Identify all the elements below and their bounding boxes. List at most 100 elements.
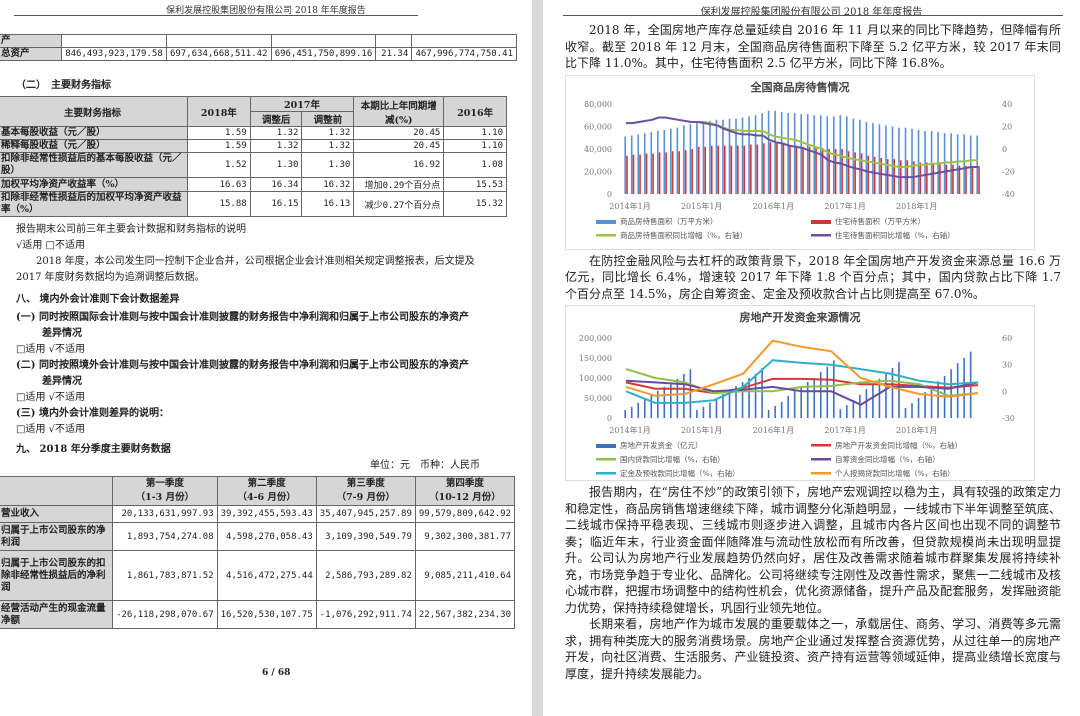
paragraph: 报告期内，在“房住不炒”的政策引领下，房地产宏观调控以稳为主，具有较强的政策定力… xyxy=(565,485,1061,615)
bar xyxy=(939,163,941,194)
bar xyxy=(891,368,894,418)
bar xyxy=(683,124,685,194)
row-label: 稀释每股收益（元／股） xyxy=(0,139,188,153)
legend-label: 个人按揭贷款同比增幅（%，右轴） xyxy=(835,468,955,478)
bar xyxy=(741,382,744,418)
x-tick-label: 2016年1月 xyxy=(753,201,794,211)
bar xyxy=(950,132,952,194)
bar xyxy=(782,144,785,194)
row-label: 经营活动产生的现金流量净额 xyxy=(0,600,114,629)
bar xyxy=(924,130,926,194)
bar xyxy=(956,133,959,194)
bar xyxy=(795,145,798,194)
cell xyxy=(270,34,377,48)
subsection-heading: (二) 同时按照境外会计准则与按中国会计准则披露的财务报告中净利润和归属于上市公… xyxy=(16,360,469,387)
chart-title: 房地产开发资金来源情况 xyxy=(740,310,861,324)
bar xyxy=(750,144,752,194)
bar xyxy=(963,133,965,194)
bar xyxy=(702,406,705,418)
financial-indicators-table: 主要财务指标 2018年 2017年 本期比上年同期增减(%) 2016年 调整… xyxy=(0,96,507,217)
bar xyxy=(885,124,887,194)
table-row: 扣除非经常性损益后的基本每股收益（元／股） 1.52 1.30 1.30 16.92 1.… xyxy=(0,152,507,178)
y-tick-label: 200,000 xyxy=(579,334,612,343)
bar xyxy=(813,114,816,194)
right-page: 保利发展控股集团股份有限公司 2018 年年度报告 2018 年，全国房地产库存… xyxy=(543,0,1080,716)
col-header: 调整前 xyxy=(301,111,355,127)
cell: 1.08 xyxy=(443,152,507,178)
bar xyxy=(891,126,894,194)
row-label: 加权平均净资产收益率（%） xyxy=(0,177,188,192)
series-line xyxy=(697,120,978,168)
corner-cell xyxy=(0,476,114,506)
bar xyxy=(767,110,770,194)
bar xyxy=(859,119,861,194)
legend-label: 商品房待售面积（万平方米） xyxy=(620,216,718,226)
table-row: 归属于上市公司股东的净利润 1,893,754,274.08 4,598,270,0… xyxy=(0,522,516,551)
table-row: 扣除非经常性损益后的加权平均净资产收益率（%） 15.88 16.15 16.13 减少… xyxy=(0,191,507,217)
table-row: 加权平均净资产收益率（%） 16.63 16.34 16.32 增加0.29个百分点 15… xyxy=(0,177,507,192)
bar xyxy=(841,148,843,194)
cell: 1.32 xyxy=(301,139,355,153)
bar xyxy=(859,394,861,418)
bar xyxy=(793,112,796,194)
bar xyxy=(839,409,842,418)
bar xyxy=(754,374,757,418)
bar xyxy=(632,154,635,194)
cell: 696,451,750,899.16 xyxy=(270,47,377,61)
paragraph: 2018 年，全国房地产库存总量延续自 2016 年 11 月以来的同比下降趋势… xyxy=(565,23,1061,70)
bar xyxy=(709,120,711,194)
y2-tick-label: 60 xyxy=(1002,334,1012,343)
bar xyxy=(702,121,705,194)
bar xyxy=(710,145,713,194)
bar xyxy=(872,384,874,418)
bar xyxy=(769,141,772,194)
bar xyxy=(743,145,746,194)
bar xyxy=(917,129,920,194)
col-header: 第一季度 （1-3 月份） xyxy=(112,476,218,506)
cell: 15.53 xyxy=(443,177,507,192)
legend-swatch xyxy=(811,219,831,224)
table-row: 产 xyxy=(0,34,517,48)
bar xyxy=(872,122,874,194)
bar xyxy=(722,394,724,418)
bar xyxy=(670,382,672,418)
y2-tick-label: 30 xyxy=(1002,361,1012,370)
y-tick-label: 0 xyxy=(607,414,612,423)
bar xyxy=(919,162,922,194)
bar xyxy=(645,153,648,194)
bar xyxy=(676,127,679,194)
bar xyxy=(697,146,700,194)
paragraph: 在防控金融风险与去杠杆的政策背景下，2018 年全国房地产开发资金来源总量 16… xyxy=(565,253,1061,301)
cell: 16.32 xyxy=(301,177,355,192)
x-tick-label: 2015年1月 xyxy=(681,201,722,211)
y2-tick-label: 40 xyxy=(1002,100,1012,109)
bar xyxy=(643,398,646,418)
legend-swatch xyxy=(596,472,616,475)
quarterly-table: 第一季度 （1-3 月份） 第二季度 （4-6 月份） 第三季度 （7-9 月份） 第四季度… xyxy=(0,476,516,629)
header-rule xyxy=(14,15,418,16)
row-label: 归属于上市公司股东的扣除非经常性损益后的净利润 xyxy=(0,550,114,601)
cell: 减少0.27个百分点 xyxy=(353,191,445,217)
cell: 1.10 xyxy=(443,139,507,153)
legend-swatch xyxy=(811,233,831,236)
bar xyxy=(767,410,770,418)
page-header: 保利发展控股集团股份有限公司 2018 年年度报告 xyxy=(700,7,923,18)
total-assets-table: 产 总资产 846,493,923,179.58 697,634,668,511… xyxy=(0,34,517,61)
y-tick-label: 80,000 xyxy=(584,100,612,109)
bar xyxy=(656,390,659,418)
cell: 1,861,783,871.52 xyxy=(112,550,218,601)
y-tick-label: 100,000 xyxy=(579,374,612,383)
cell xyxy=(411,34,517,48)
x-tick-label: 2017年1月 xyxy=(824,201,865,211)
row-label: 营业收入 xyxy=(0,505,114,523)
applicable-checkbox: □适用 √不适用 xyxy=(16,344,85,355)
cell: 99,579,809,642.92 xyxy=(414,505,516,523)
cell: -1,076,292,911.74 xyxy=(315,600,416,629)
cell: 35,407,945,257.89 xyxy=(315,505,416,523)
col-header: 本期比上年同期增减(%) xyxy=(353,96,445,127)
bar xyxy=(793,390,796,418)
bar xyxy=(956,363,959,418)
cell: 15.88 xyxy=(187,191,251,217)
bar xyxy=(867,155,869,194)
series-line xyxy=(625,359,979,404)
